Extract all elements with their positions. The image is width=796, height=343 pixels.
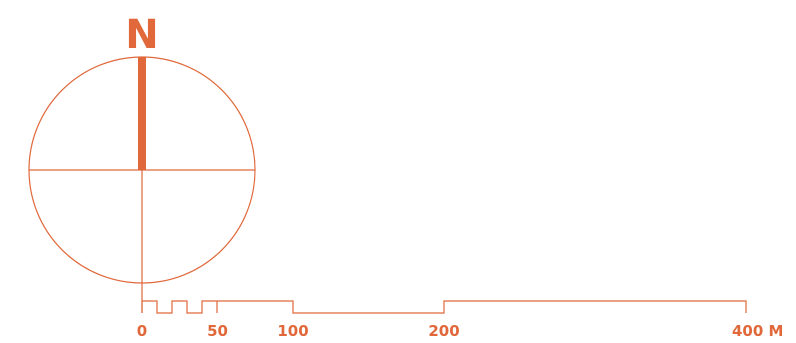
scale-label-200: 200 — [428, 322, 459, 340]
scale-labels: 0 50 100 200 400 M — [137, 322, 784, 340]
north-arrow: N — [28, 12, 256, 313]
north-needle — [138, 57, 146, 170]
scale-bar-outline — [141, 300, 747, 314]
north-letter: N — [125, 12, 158, 58]
scale-label-400: 400 M — [732, 322, 783, 340]
scale-label-100: 100 — [277, 322, 308, 340]
scale-label-0: 0 — [137, 322, 147, 340]
scale-label-50: 50 — [207, 322, 228, 340]
scale-bar: 0 50 100 200 400 M — [137, 300, 784, 340]
